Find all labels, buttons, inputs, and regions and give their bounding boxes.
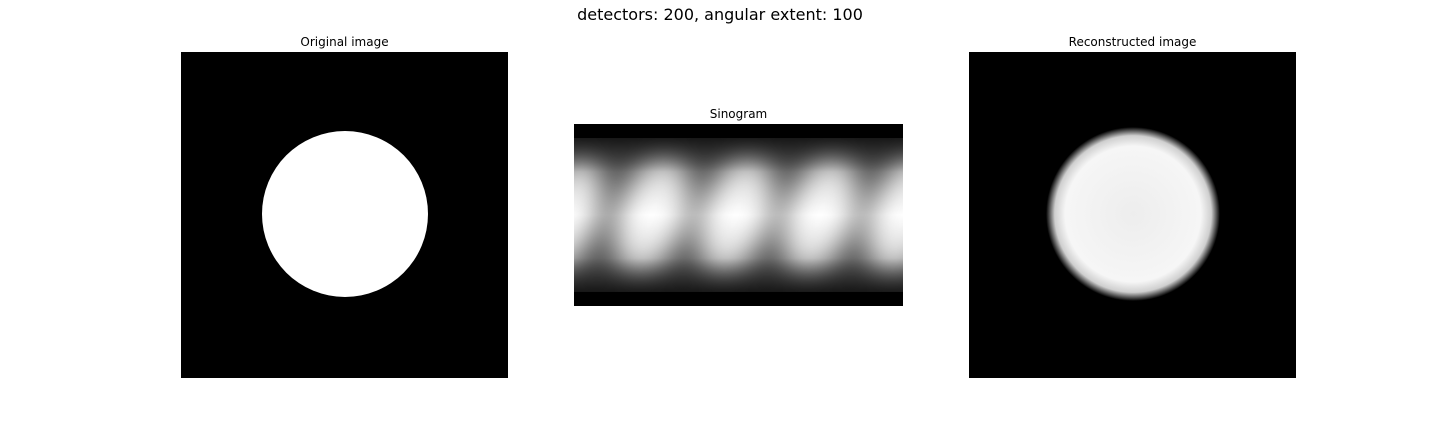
sinogram-panel [574,124,903,306]
sinogram-title: Sinogram [709,107,768,121]
original-image [181,52,508,378]
reconstructed-image-title: Reconstructed image [1068,35,1197,49]
original-image-panel [181,52,508,378]
reconstructed-image-panel [969,52,1296,378]
reconstructed-image [969,52,1296,378]
sinogram-image [574,124,903,306]
original-disk [262,131,428,297]
original-image-title: Original image [300,35,389,49]
figure-suptitle: detectors: 200, angular extent: 100 [577,5,863,24]
reconstructed-disk [1046,127,1220,301]
